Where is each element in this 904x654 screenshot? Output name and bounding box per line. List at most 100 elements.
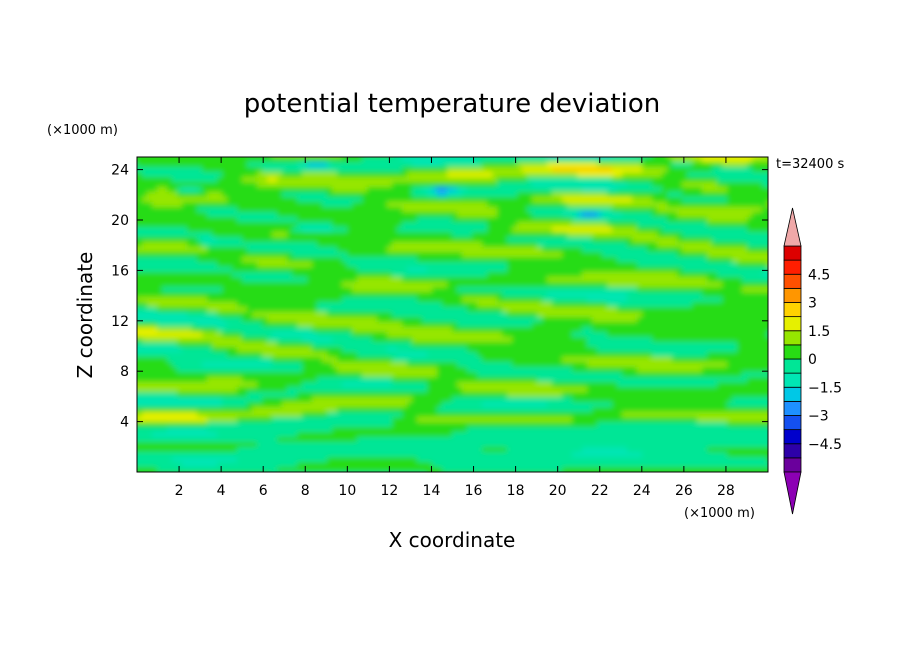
field-cell — [217, 322, 223, 328]
field-cell — [592, 262, 598, 268]
field-cell — [357, 157, 363, 163]
field-cell — [632, 192, 638, 198]
field-cell — [447, 282, 453, 288]
field-cell — [737, 302, 743, 308]
field-cell — [637, 167, 643, 173]
field-cell — [487, 242, 493, 248]
field-cell — [512, 257, 518, 263]
field-cell — [487, 277, 493, 283]
field-cell — [297, 222, 303, 228]
field-cell — [752, 247, 758, 253]
field-cell — [747, 237, 753, 243]
field-cell — [487, 342, 493, 348]
field-cell — [162, 222, 168, 228]
field-cell — [527, 322, 533, 328]
field-cell — [582, 322, 588, 328]
field-cell — [632, 297, 638, 303]
field-cell — [227, 187, 233, 193]
field-cell — [487, 282, 493, 288]
field-cell — [727, 202, 733, 208]
field-cell — [537, 227, 543, 233]
field-cell — [257, 312, 263, 318]
field-cell — [287, 262, 293, 268]
field-cell — [312, 202, 318, 208]
field-cell — [232, 312, 238, 318]
field-cell — [197, 247, 203, 253]
field-cell — [687, 227, 693, 233]
field-cell — [387, 337, 393, 343]
field-cell — [457, 157, 463, 163]
field-cell — [657, 207, 663, 213]
field-cell — [152, 312, 158, 318]
field-cell — [222, 242, 228, 248]
field-cell — [552, 297, 558, 303]
field-cell — [372, 212, 378, 218]
field-cell — [557, 227, 563, 233]
field-cell — [327, 272, 333, 278]
field-cell — [277, 187, 283, 193]
field-cell — [312, 232, 318, 238]
field-cell — [557, 167, 563, 173]
field-cell — [322, 322, 328, 328]
field-cell — [472, 297, 478, 303]
field-cell — [417, 252, 423, 258]
field-cell — [297, 157, 303, 163]
field-cell — [447, 297, 453, 303]
field-cell — [507, 217, 513, 223]
field-cell — [467, 272, 473, 278]
field-cell — [217, 297, 223, 303]
field-cell — [697, 247, 703, 253]
field-cell — [667, 282, 673, 288]
field-cell — [607, 302, 613, 308]
field-cell — [712, 257, 718, 263]
field-cell — [742, 292, 748, 298]
field-cell — [177, 167, 183, 173]
field-cell — [297, 302, 303, 308]
field-cell — [212, 162, 218, 168]
field-cell — [502, 232, 508, 238]
field-cell — [717, 307, 723, 313]
field-cell — [552, 167, 558, 173]
field-cell — [187, 312, 193, 318]
field-cell — [547, 187, 553, 193]
field-cell — [622, 312, 628, 318]
field-cell — [237, 267, 243, 273]
field-cell — [582, 182, 588, 188]
field-cell — [237, 262, 243, 268]
field-cell — [462, 307, 468, 313]
field-cell — [192, 167, 198, 173]
field-cell — [182, 292, 188, 298]
field-cell — [522, 317, 528, 323]
field-cell — [227, 217, 233, 223]
field-cell — [232, 272, 238, 278]
field-cell — [312, 247, 318, 253]
field-cell — [317, 302, 323, 308]
field-cell — [647, 317, 653, 323]
field-cell — [452, 327, 458, 333]
field-cell — [397, 272, 403, 278]
field-cell — [352, 197, 358, 203]
field-cell — [262, 207, 268, 213]
field-cell — [632, 322, 638, 328]
field-cell — [262, 277, 268, 283]
field-cell — [702, 222, 708, 228]
field-cell — [467, 287, 473, 293]
field-cell — [372, 337, 378, 343]
field-cell — [462, 297, 468, 303]
field-cell — [487, 162, 493, 168]
field-cell — [432, 182, 438, 188]
field-cell — [517, 232, 523, 238]
field-cell — [752, 327, 758, 333]
field-cell — [662, 222, 668, 228]
field-cell — [722, 317, 728, 323]
field-cell — [217, 162, 223, 168]
field-cell — [227, 307, 233, 313]
field-cell — [227, 247, 233, 253]
field-cell — [232, 217, 238, 223]
field-cell — [382, 197, 388, 203]
field-cell — [452, 197, 458, 203]
field-cell — [337, 287, 343, 293]
field-cell — [137, 232, 143, 238]
field-cell — [372, 177, 378, 183]
field-cell — [717, 302, 723, 308]
